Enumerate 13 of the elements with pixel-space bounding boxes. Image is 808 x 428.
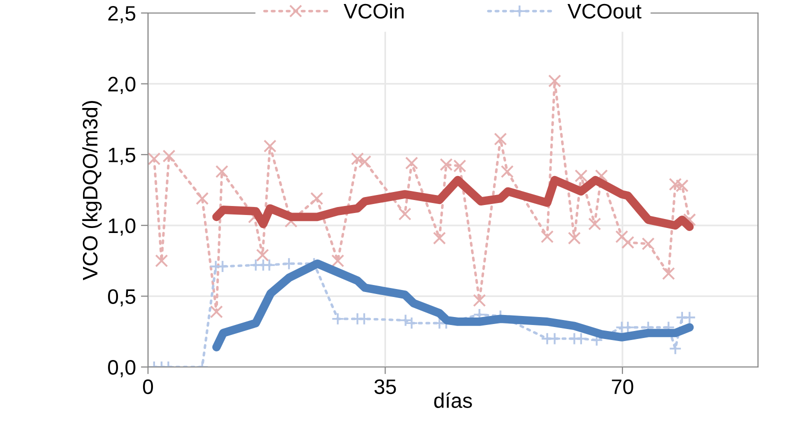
y-tick-label: 0,5 (108, 289, 136, 306)
y-axis-title: VCO (kgDQO/m3d) (82, 101, 102, 280)
y-tick-label: 0,0 (108, 360, 136, 378)
y-tick-label: 2,0 (108, 76, 136, 94)
y-tick-label: 1,5 (108, 148, 136, 165)
x-axis-title: días (434, 392, 472, 408)
y-tick-label: 2,5 (108, 6, 136, 24)
legend-label: VCOout (568, 4, 642, 19)
x-tick-label: 35 (374, 379, 396, 394)
y-tick-label: 1,0 (108, 218, 136, 236)
legend-label: VCOin (344, 3, 404, 19)
x-tick-label: 0 (143, 379, 153, 394)
x-tick-label: 70 (612, 379, 634, 394)
